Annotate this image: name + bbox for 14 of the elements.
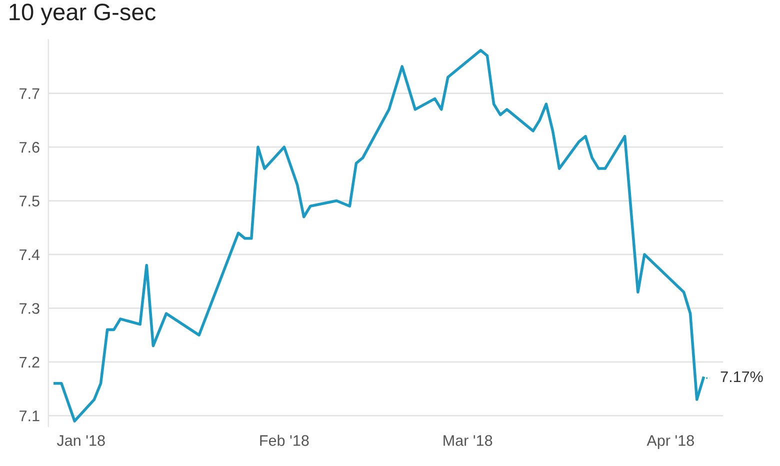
y-tick-label: 7.3 <box>20 303 40 314</box>
annotation: 7.17% <box>720 371 763 382</box>
y-tick-label: 7.2 <box>20 356 40 368</box>
y-tick-label: 7.4 <box>20 250 40 260</box>
x-tick-label: Jan '18 <box>56 435 105 446</box>
y-tick-label: 7.1 <box>20 410 40 422</box>
y-tick-label: 7.7 <box>20 88 40 99</box>
y-tick-label: 7.6 <box>20 142 40 153</box>
x-tick-label: Mar '18 <box>444 435 492 446</box>
line-series <box>54 48 705 422</box>
chart-title: 10 year G-sec <box>10 4 156 26</box>
y-tick-label: 7.5 <box>20 196 40 206</box>
x-tick-label: Apr '18 <box>646 435 694 449</box>
x-tick-label: Feb '18 <box>260 434 309 446</box>
